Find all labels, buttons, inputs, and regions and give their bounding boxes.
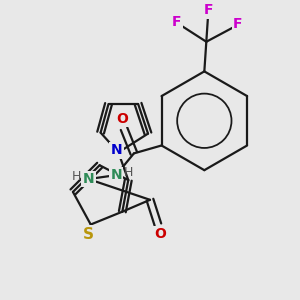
Text: N: N (111, 143, 122, 158)
Text: O: O (154, 227, 166, 242)
Text: N: N (82, 172, 94, 186)
Text: O: O (116, 112, 128, 126)
Text: F: F (233, 17, 243, 31)
Text: F: F (172, 15, 182, 29)
Text: H: H (123, 166, 133, 179)
Text: H: H (72, 169, 81, 183)
Text: N: N (110, 168, 122, 182)
Text: S: S (83, 227, 94, 242)
Text: F: F (203, 3, 213, 17)
